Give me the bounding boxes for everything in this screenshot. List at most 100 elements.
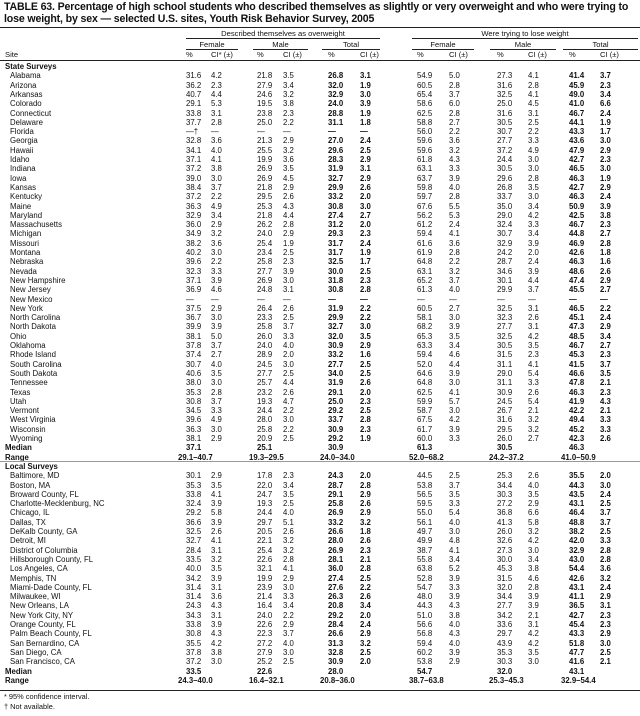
percent-value: 33.8 xyxy=(186,108,202,118)
ci-value: 2.8 xyxy=(360,285,371,295)
percent-value: 28.8 xyxy=(328,108,344,118)
table-row: Georgia 32.8 3.6 21.3 2.9 27.0 2.4 59.6 3.6 27.7 3… xyxy=(0,136,640,145)
ci-value: 3.7 xyxy=(449,275,460,285)
median-value: 43.1 xyxy=(569,666,585,676)
table-row: Wyoming 38.1 2.9 20.9 2.5 29.2 1.9 60.0 3.3 26.0 2… xyxy=(0,434,640,443)
ci-value: 5.5 xyxy=(449,201,460,211)
site-name: Tennessee xyxy=(10,378,48,388)
site-name: Idaho xyxy=(10,155,30,164)
ci-value: 2.6 xyxy=(528,313,539,323)
percent-value: 26.0 xyxy=(497,434,513,443)
percent-value: 33.7 xyxy=(497,192,513,202)
ci-value: 2.8 xyxy=(600,545,611,555)
percent-value: 25.4 xyxy=(257,238,273,248)
ci-value: 3.2 xyxy=(360,517,371,527)
ci-value: 2.3 xyxy=(600,387,611,397)
ci-value: 4.1 xyxy=(528,71,539,81)
col-header-ci: CI (±) xyxy=(449,50,468,59)
ci-value: 2.7 xyxy=(211,350,222,360)
ci-value: 2.4 xyxy=(600,582,611,592)
ci-value: 3.7 xyxy=(600,508,611,518)
ci-value: 2.2 xyxy=(283,610,294,620)
ci-value: 1.9 xyxy=(283,238,294,248)
ci-value: 3.5 xyxy=(283,489,294,499)
ci-value: 2.3 xyxy=(360,229,371,239)
table-row: Kentucky 37.2 2.2 29.5 2.6 33.2 2.0 59.7 2.8 33.7… xyxy=(0,192,640,201)
ci-value: 2.6 xyxy=(528,387,539,397)
ci-value: 2.6 xyxy=(283,303,294,313)
percent-value: 22.6 xyxy=(257,620,273,629)
percent-value: 33.2 xyxy=(328,517,344,527)
ci-value: 6.6 xyxy=(600,99,611,109)
ci-value: 3.5 xyxy=(528,341,539,350)
ci-value: 3.5 xyxy=(211,368,222,378)
percent-value: 29.9 xyxy=(497,285,513,295)
ci-value: 1.7 xyxy=(360,257,371,267)
table-row: Michigan 34.9 3.2 24.0 2.9 29.3 2.3 59.4 4.1 30.7… xyxy=(0,229,640,238)
ci-value: 3.0 xyxy=(600,638,611,648)
percent-value: 22.0 xyxy=(257,480,273,490)
ci-value: 2.3 xyxy=(360,424,371,434)
percent-value: 58.6 xyxy=(417,99,433,109)
ci-value: 2.9 xyxy=(600,629,611,639)
ci-value: 2.8 xyxy=(600,238,611,248)
percent-value: 27.4 xyxy=(328,210,344,220)
ci-value: 1.8 xyxy=(360,117,371,127)
table-row: Palm Beach County, FL 30.8 4.3 22.3 3.7 26.6 2… xyxy=(0,629,640,638)
percent-value: 51.0 xyxy=(417,610,433,620)
percent-value: 33.5 xyxy=(186,554,202,564)
subheader-total: Total xyxy=(592,40,609,49)
percent-value: 45.4 xyxy=(569,620,585,629)
site-name: Ohio xyxy=(10,331,27,341)
percent-value: 44.8 xyxy=(569,229,585,239)
site-name: Massachusetts xyxy=(10,220,63,230)
ci-value: 3.8 xyxy=(600,210,611,220)
percent-value: 67.6 xyxy=(417,201,433,211)
ci-value: 3.3 xyxy=(211,406,222,416)
site-name: San Bernardino, CA xyxy=(10,638,80,648)
ci-value: 2.2 xyxy=(283,424,294,434)
ci-value: 3.8 xyxy=(283,99,294,109)
ci-value: 2.2 xyxy=(449,127,460,137)
table-title: TABLE 63. Percentage of high school stud… xyxy=(4,1,629,25)
ci-value: 2.3 xyxy=(283,257,294,267)
ci-value: 2.6 xyxy=(360,499,371,509)
table-row: Arkansas 40.7 4.4 24.6 3.2 32.9 3.0 65.4 3.7 32.5… xyxy=(0,90,640,99)
table-row: Memphis, TN 34.2 3.9 19.9 2.9 27.4 2.5 52.8 3.9 3… xyxy=(0,574,640,583)
percent-value: 32.9 xyxy=(328,89,344,99)
site-name: Orange County, FL xyxy=(10,620,76,629)
group-rule xyxy=(186,38,380,39)
percent-value: 19.3 xyxy=(257,396,273,406)
percent-value: 25.3 xyxy=(497,471,513,481)
ci-value: 3.5 xyxy=(283,71,294,81)
ci-value: 2.9 xyxy=(211,220,222,230)
percent-value: 29.5 xyxy=(497,424,513,434)
ci-value: 3.1 xyxy=(600,601,611,611)
site-name: Detroit, MI xyxy=(10,536,46,546)
ci-value: 3.5 xyxy=(211,564,222,574)
percent-value: 56.8 xyxy=(417,629,433,639)
ci-value: 3.5 xyxy=(528,182,539,192)
ci-value: 5.0 xyxy=(449,71,460,81)
percent-value: 17.8 xyxy=(257,471,273,481)
percent-value: 60.2 xyxy=(417,647,433,657)
percent-value: 27.9 xyxy=(257,80,273,90)
percent-value: — xyxy=(257,127,265,137)
percent-value: 63.7 xyxy=(417,173,433,183)
percent-value: 30.7 xyxy=(497,127,513,137)
percent-value: 25.4 xyxy=(257,545,273,555)
percent-value: 29.0 xyxy=(497,368,513,378)
percent-value: 42.0 xyxy=(569,536,585,546)
percent-value: 63.1 xyxy=(417,164,433,174)
ci-value: 5.7 xyxy=(449,396,460,406)
ci-value: 2.6 xyxy=(360,592,371,602)
percent-value: 42.7 xyxy=(569,182,585,192)
ci-value: 4.2 xyxy=(528,629,539,639)
percent-value: 26.8 xyxy=(497,182,513,192)
site-name: Baltimore, MD xyxy=(10,471,60,481)
percent-value: 45.2 xyxy=(569,424,585,434)
ci-value: 2.0 xyxy=(360,387,371,397)
ci-value: 3.7 xyxy=(449,480,460,490)
percent-value: 54.7 xyxy=(417,582,433,592)
ci-value: 3.8 xyxy=(528,564,539,574)
